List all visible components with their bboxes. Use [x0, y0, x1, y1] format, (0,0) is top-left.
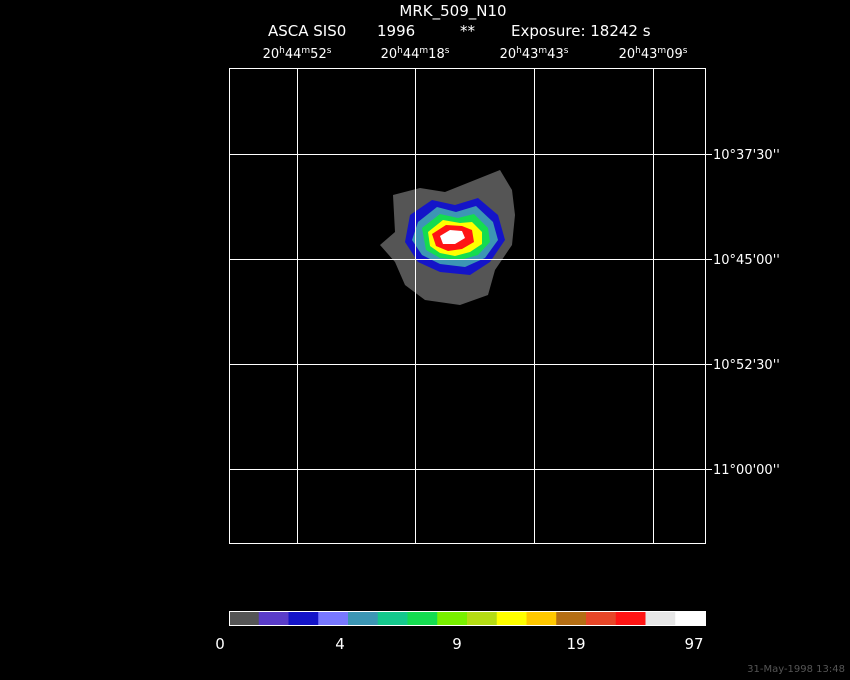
year: 1996	[377, 22, 415, 40]
ra-value: 20	[500, 47, 517, 62]
ra-unit: m	[657, 46, 666, 56]
frame	[229, 68, 706, 544]
ra-value: 43	[547, 47, 564, 62]
colorbar-label: 19	[566, 635, 585, 653]
ra-unit: m	[419, 46, 428, 56]
ra-label: 20h44m18s	[381, 46, 450, 62]
dec-label: 11°00'00''	[713, 463, 780, 478]
ra-value: 20	[263, 47, 280, 62]
ra-value: 52	[310, 47, 327, 62]
exposure: Exposure: 18242 s	[511, 22, 651, 40]
colorbar-segment	[229, 611, 260, 625]
colorbar-segment	[556, 611, 587, 625]
flag: **	[460, 22, 476, 40]
ra-label: 20h43m09s	[619, 46, 688, 62]
dec-label: 10°37'30''	[713, 148, 780, 163]
colorbar-segment	[258, 611, 289, 625]
ra-value: 43	[641, 47, 658, 62]
colorbar-segment	[467, 611, 498, 625]
ra-unit: h	[397, 46, 403, 56]
colorbar-segment	[407, 611, 438, 625]
ra-unit: s	[327, 46, 332, 56]
timestamp: 31-May-1998 13:48	[747, 664, 845, 675]
ra-value: 20	[619, 47, 636, 62]
colorbar-segment	[318, 611, 349, 625]
ra-value: 18	[428, 47, 445, 62]
colorbar-segment	[645, 611, 676, 625]
colorbar-segment	[496, 611, 527, 625]
colorbar-frame	[229, 611, 706, 626]
dec-label: 10°45'00''	[713, 253, 780, 268]
ra-unit: h	[516, 46, 522, 56]
ra-unit: s	[683, 46, 688, 56]
ra-value: 43	[522, 47, 539, 62]
colorbar-label: 97	[684, 635, 703, 653]
title: MRK_509_N10	[399, 2, 506, 21]
ra-unit: s	[445, 46, 450, 56]
colorbar-segment	[437, 611, 468, 625]
ra-value: 20	[381, 47, 398, 62]
ra-unit: h	[279, 46, 285, 56]
instrument: ASCA SIS0	[268, 22, 346, 40]
dec-label: 10°52'30''	[713, 358, 780, 373]
colorbar-segment	[377, 611, 408, 625]
ra-unit: m	[538, 46, 547, 56]
ra-label: 20h44m52s	[263, 46, 332, 62]
ra-value: 09	[666, 47, 683, 62]
ra-value: 44	[285, 47, 302, 62]
ra-label: 20h43m43s	[500, 46, 569, 62]
colorbar-segment	[526, 611, 557, 625]
ra-unit: s	[564, 46, 569, 56]
colorbar-segment	[675, 611, 706, 625]
colorbar-segment	[288, 611, 319, 625]
colorbar-segment	[348, 611, 379, 625]
coordinate-grid	[229, 68, 706, 544]
ra-unit: m	[301, 46, 310, 56]
source-image	[380, 170, 515, 305]
colorbar-label: 4	[335, 635, 345, 653]
colorbar-segment	[615, 611, 646, 625]
colorbar-label: 0	[215, 635, 225, 653]
ra-value: 44	[403, 47, 420, 62]
colorbar-label: 9	[452, 635, 462, 653]
colorbar-segment	[586, 611, 617, 625]
ra-unit: h	[635, 46, 641, 56]
